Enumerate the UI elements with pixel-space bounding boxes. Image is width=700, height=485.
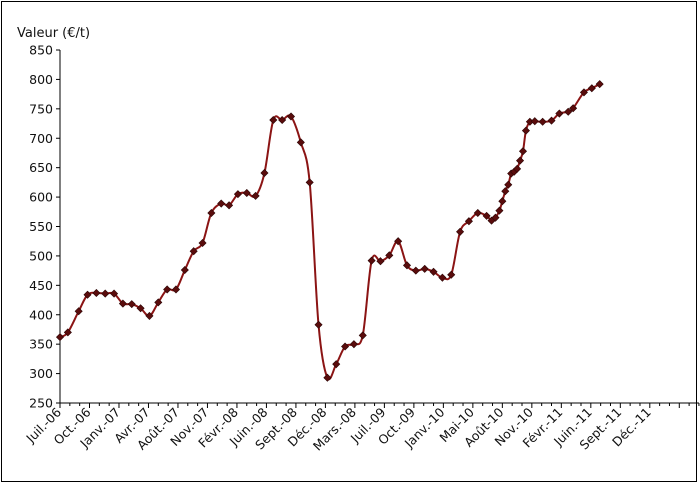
y-tick-label: 750	[29, 101, 53, 116]
data-point-marker	[569, 104, 578, 113]
data-point-marker	[513, 164, 522, 173]
data-point-marker	[498, 197, 507, 206]
data-point-marker	[305, 178, 314, 187]
data-point-marker	[429, 267, 438, 276]
data-point-marker	[171, 285, 181, 294]
data-point-marker	[376, 257, 385, 266]
y-tick-label: 650	[29, 160, 53, 175]
data-point-marker	[501, 187, 510, 196]
data-point-marker	[456, 227, 465, 236]
y-tick-label: 350	[29, 337, 53, 352]
data-point-marker	[482, 211, 491, 220]
data-point-marker	[63, 328, 72, 337]
data-point-marker	[83, 290, 92, 299]
y-tick-label: 850	[29, 43, 53, 58]
y-tick-label: 550	[29, 219, 53, 234]
data-point-marker	[402, 261, 412, 270]
data-point-marker	[286, 112, 296, 121]
y-axis-label: Valeur (€/t)	[17, 26, 90, 41]
data-point-marker	[473, 208, 482, 217]
data-point-marker	[555, 109, 564, 118]
data-point-marker	[136, 304, 145, 313]
x-axis-ticks: Juil.-06Oct.-06Janv.-07Avr.-07Août.-07No…	[22, 403, 700, 454]
y-axis-ticks: 250 300 350 400 450 500 550 600 650 700 750 800 850	[29, 43, 60, 411]
data-point-marker	[163, 285, 172, 294]
data-point-marker	[518, 147, 528, 156]
data-point-marker	[233, 190, 242, 199]
y-tick-label: 500	[29, 248, 53, 263]
data-point-marker	[251, 191, 260, 200]
data-point-marker	[323, 373, 332, 382]
data-point-marker	[491, 213, 500, 222]
data-point-marker	[530, 117, 539, 126]
data-point-marker	[225, 201, 234, 210]
data-point-marker	[101, 289, 110, 298]
data-point-marker	[521, 126, 530, 135]
data-point-marker	[127, 300, 136, 309]
data-point-marker	[332, 360, 341, 369]
data-point-marker	[547, 116, 556, 125]
data-point-marker	[411, 266, 420, 275]
y-tick-label: 600	[29, 190, 53, 205]
data-point-marker	[118, 299, 127, 308]
data-point-marker	[154, 298, 163, 307]
y-tick-label: 700	[29, 131, 53, 146]
data-point-marker	[394, 237, 403, 246]
y-tick-label: 300	[29, 366, 53, 381]
data-point-marker	[278, 115, 287, 125]
data-point-marker	[260, 168, 269, 177]
data-point-marker	[495, 206, 504, 215]
data-point-marker	[564, 107, 573, 116]
data-point-marker	[579, 88, 588, 97]
data-point-marker	[74, 307, 83, 316]
data-point-marker	[385, 251, 394, 260]
data-point-marker	[189, 247, 198, 256]
y-tick-label: 250	[29, 396, 53, 411]
data-point-marker	[367, 256, 376, 265]
data-point-marker	[110, 289, 119, 298]
data-point-marker	[145, 311, 154, 320]
data-point-marker	[55, 333, 65, 342]
data-point-marker	[341, 342, 350, 351]
series-markers	[55, 80, 604, 382]
y-tick-label: 400	[29, 307, 53, 322]
data-point-marker	[464, 217, 473, 226]
data-point-marker	[447, 270, 456, 279]
series-line	[59, 83, 601, 381]
data-point-marker	[198, 238, 207, 247]
y-tick-label: 450	[29, 278, 53, 293]
data-point-marker	[595, 80, 604, 89]
data-point-marker	[358, 331, 367, 340]
data-point-marker	[269, 115, 278, 125]
data-point-marker	[587, 84, 596, 93]
data-point-marker	[314, 320, 323, 329]
data-point-marker	[538, 117, 547, 126]
data-point-marker	[438, 273, 447, 282]
data-point-marker	[92, 288, 101, 298]
data-point-marker	[349, 340, 358, 349]
data-point-marker	[207, 208, 216, 217]
data-point-marker	[504, 180, 513, 189]
data-point-marker	[217, 199, 226, 208]
data-point-marker	[516, 156, 525, 165]
data-point-marker	[296, 138, 305, 147]
data-point-marker	[242, 188, 251, 197]
y-tick-label: 800	[29, 72, 53, 87]
data-point-marker	[420, 264, 429, 273]
data-point-marker	[180, 266, 189, 275]
axes	[59, 50, 699, 404]
